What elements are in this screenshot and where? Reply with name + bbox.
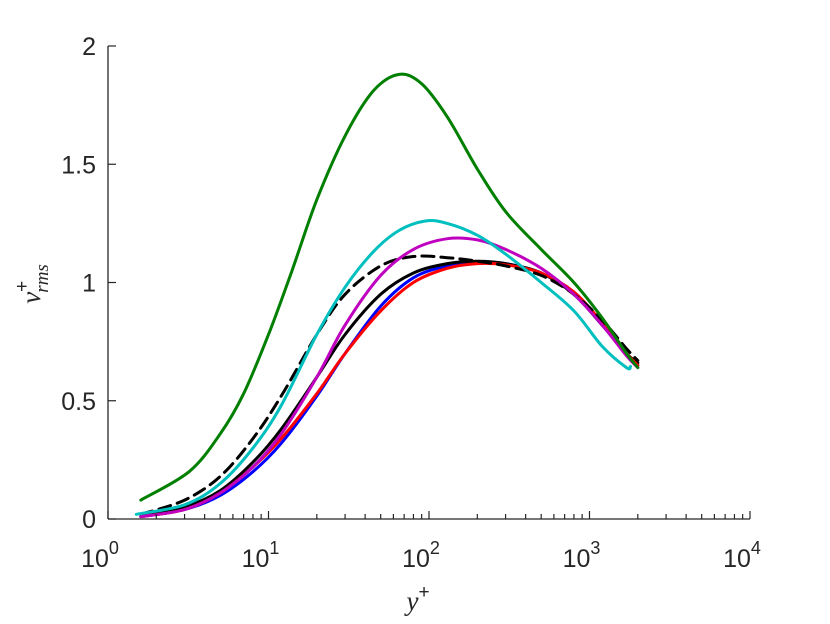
- ticks: [107, 45, 751, 520]
- y-axis-label: v+rms: [12, 264, 53, 304]
- y-tick-label: 1: [82, 270, 96, 298]
- tick-labels: 100 101 102 103 104 0 0.5 1 1.5 2: [61, 33, 761, 573]
- x-tick-label: 102: [402, 538, 440, 573]
- series-line-green: [139, 72, 640, 502]
- y-tick-label: 0: [82, 506, 96, 534]
- x-tick-label: 104: [723, 538, 761, 573]
- y-tick-label: 2: [82, 33, 96, 61]
- y-tick-label: 1.5: [61, 151, 96, 179]
- x-tick-label: 100: [81, 538, 119, 573]
- x-axis-label: y+: [403, 582, 429, 616]
- y-tick-label: 0.5: [61, 388, 96, 416]
- series-line-black-dashed: [139, 254, 640, 516]
- series-layer: [134, 72, 640, 519]
- axes: [107, 46, 750, 520]
- x-tick-label: 103: [563, 538, 601, 573]
- x-tick-label: 101: [242, 538, 280, 573]
- series-line-cyan: [134, 219, 632, 516]
- series-line-magenta: [139, 236, 640, 519]
